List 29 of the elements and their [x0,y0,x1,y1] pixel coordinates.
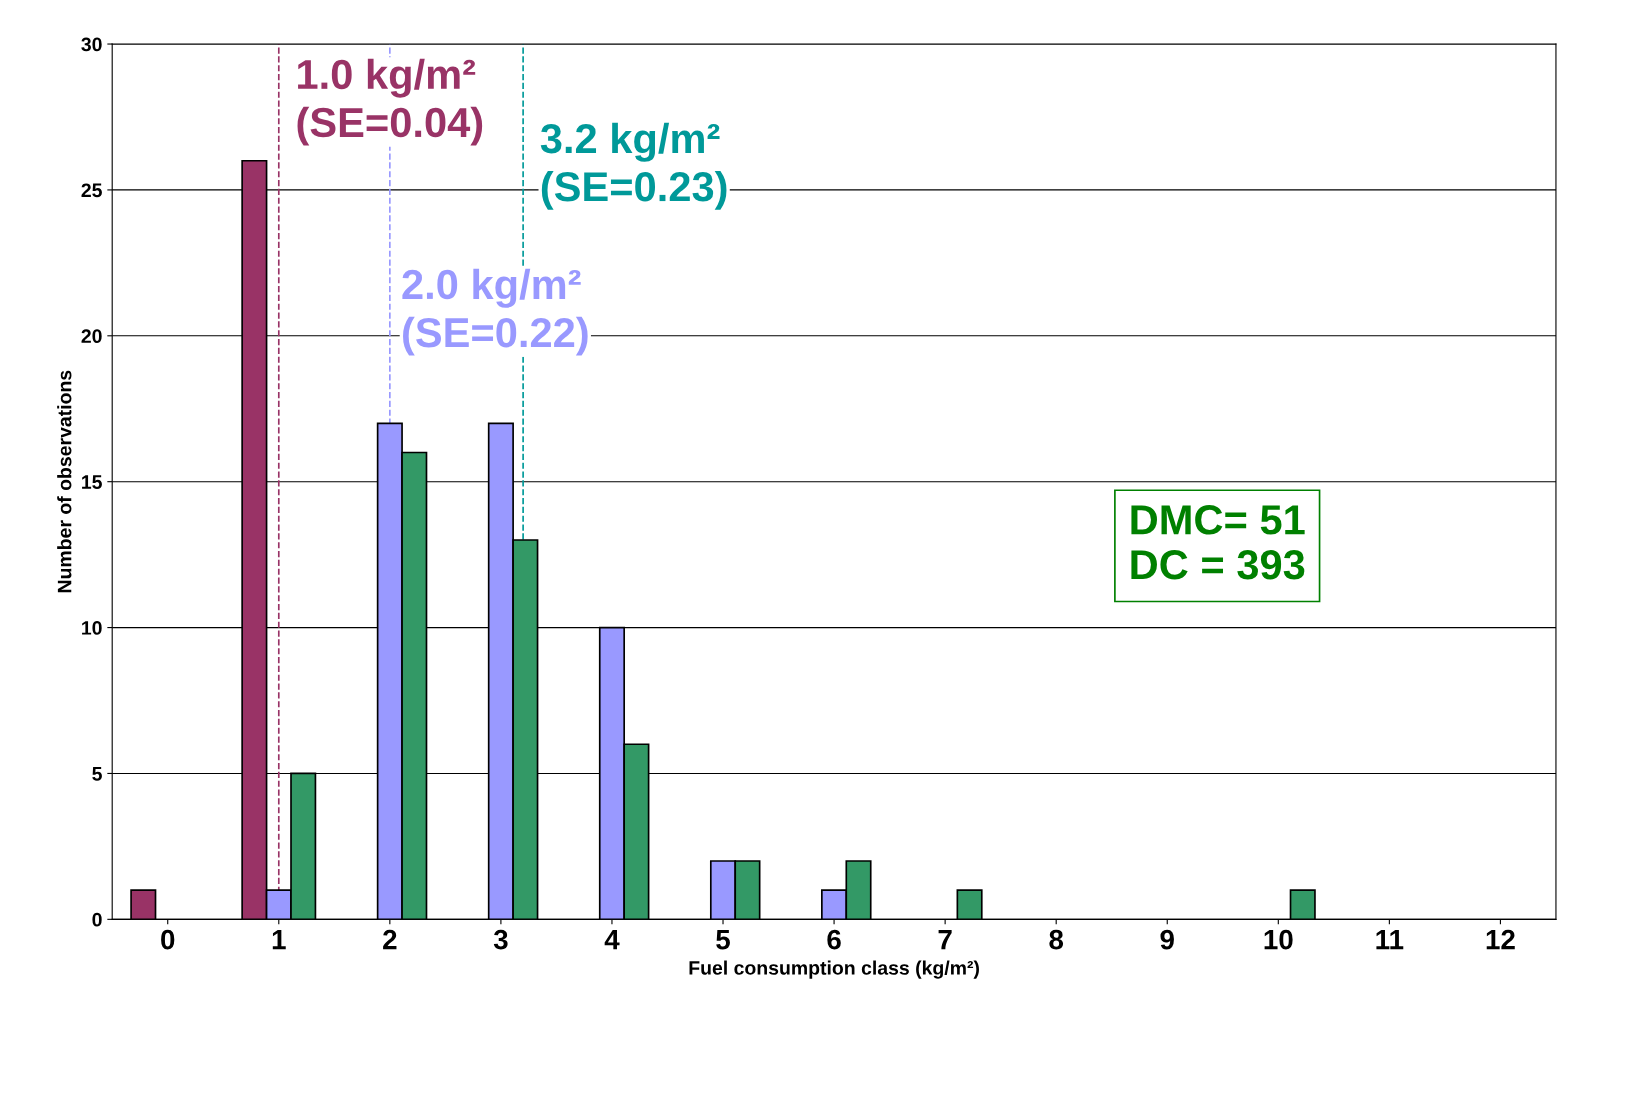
ref-line-label: 2.0 kg/m² (SE=0.22) [402,268,588,356]
x-tick-label: 2 [383,929,397,950]
x-tick-label: 1 [272,930,286,950]
x-tick-label: 9 [1160,929,1174,950]
x-tick-label: 5 [716,930,730,950]
x-tick-label: 7 [938,930,952,950]
y-tick-label: 0 [92,912,102,927]
x-axis-title: Fuel consumption class (kg/m²) [689,960,979,979]
bar [1289,889,1316,920]
x-tick-label: 3 [493,929,508,950]
y-axis-title: Number of observations [57,370,72,593]
ref-line-label: 1.0 kg/m² (SE=0.04) [297,58,483,146]
y-tick-label: 5 [92,767,102,781]
annotation: DMC= 51 DC = 393 [1131,505,1305,580]
x-tick-label: 11 [1376,930,1404,950]
x-tick-label: 6 [827,929,841,950]
x-tick-label: 10 [1264,929,1293,950]
x-tick-label: 4 [604,930,620,950]
bar [130,889,157,920]
x-tick-label: 12 [1486,929,1515,950]
bar [956,889,983,920]
y-tick-label: 15 [82,475,102,489]
y-tick-label: 10 [82,621,102,635]
y-tick-label: 30 [81,37,102,52]
x-tick-label: 0 [161,929,175,950]
ref-line-label: 3.2 kg/m² (SE=0.23) [540,122,727,210]
x-tick-label: 8 [1049,929,1064,950]
y-tick-label: 25 [81,183,102,198]
y-tick-label: 20 [81,329,102,344]
